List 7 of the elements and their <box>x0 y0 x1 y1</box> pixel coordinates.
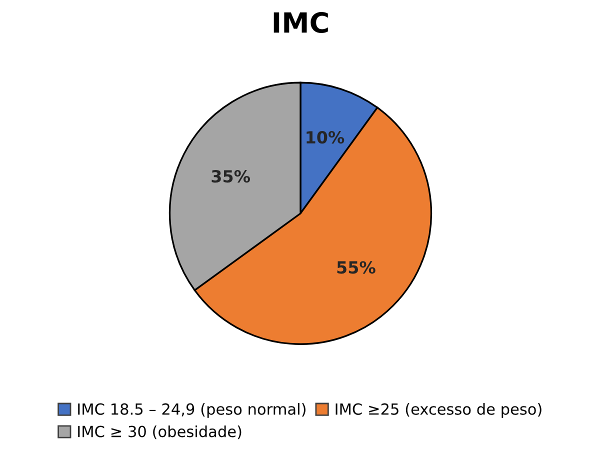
chart-title: IMC <box>274 12 328 34</box>
legend-label: IMC ≥25 (excesso de peso) <box>336 403 542 418</box>
legend-label: IMC 18.5 – 24,9 (peso normal) <box>78 403 306 418</box>
data-label: 10% <box>306 131 344 144</box>
data-label: 55% <box>337 261 376 274</box>
data-label: 35% <box>212 170 250 183</box>
legend-label: IMC ≥ 30 (obesidade) <box>78 425 242 440</box>
